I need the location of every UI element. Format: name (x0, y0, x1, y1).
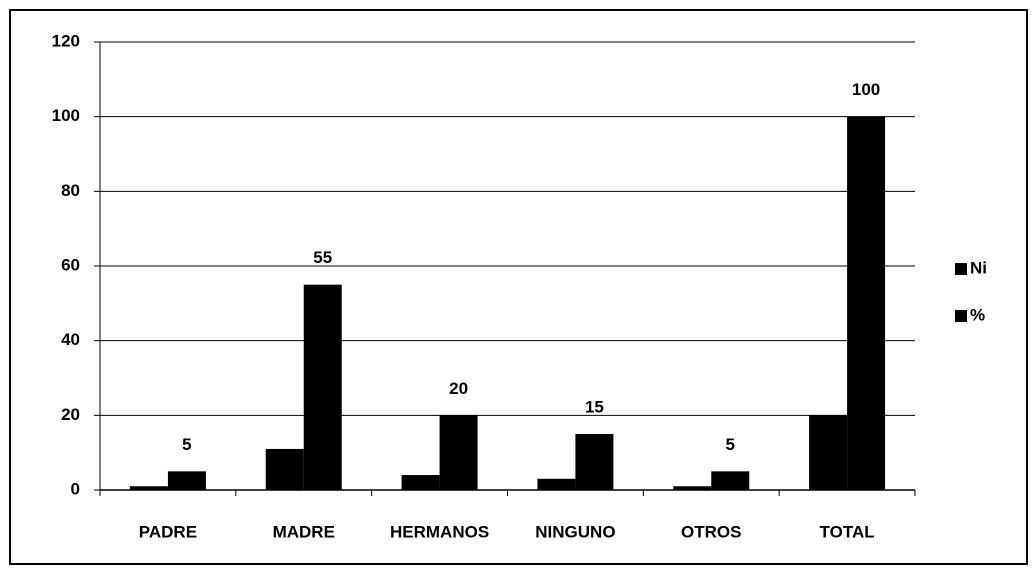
bar (167, 471, 206, 490)
bar (809, 415, 848, 490)
x-tick-label: PADRE (139, 522, 197, 541)
x-tick-label: MADRE (273, 522, 335, 541)
x-tick-label: TOTAL (820, 522, 875, 541)
y-tick-label: 20 (61, 405, 80, 424)
data-label: 100 (852, 80, 880, 99)
bar (401, 475, 440, 490)
y-tick-label: 100 (52, 106, 80, 125)
legend-swatch (955, 263, 967, 275)
bar (673, 486, 712, 490)
x-tick-label: HERMANOS (390, 522, 489, 541)
legend-label: Ni (970, 258, 987, 277)
data-label: 5 (726, 435, 735, 454)
bar (303, 284, 342, 490)
legend-swatch (955, 310, 967, 322)
data-label: 5 (182, 435, 191, 454)
data-label: 55 (313, 248, 332, 267)
x-tick-label: OTROS (681, 522, 741, 541)
bar (129, 486, 168, 490)
bar (575, 434, 614, 490)
bar (439, 415, 478, 490)
bar (537, 478, 576, 490)
legend-label: % (970, 305, 985, 324)
y-tick-label: 0 (71, 479, 80, 498)
y-tick-label: 120 (52, 31, 80, 50)
y-tick-label: 40 (61, 330, 80, 349)
bar (711, 471, 750, 490)
bar (847, 116, 886, 491)
bar (265, 448, 304, 490)
y-tick-label: 60 (61, 255, 80, 274)
x-tick-label: NINGUNO (535, 522, 615, 541)
y-tick-label: 80 (61, 181, 80, 200)
data-label: 15 (585, 397, 604, 416)
data-label: 20 (449, 379, 468, 398)
